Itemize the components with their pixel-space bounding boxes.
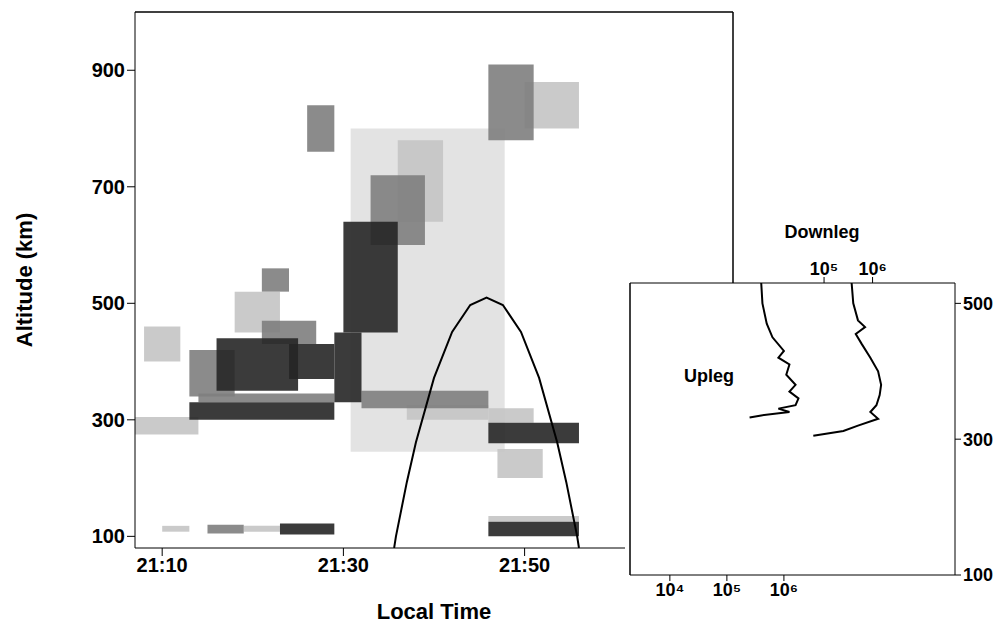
svg-text:21:30: 21:30	[318, 554, 369, 576]
svg-text:10⁶: 10⁶	[858, 259, 886, 279]
svg-text:300: 300	[92, 409, 125, 431]
svg-text:700: 700	[92, 176, 125, 198]
svg-text:21:50: 21:50	[499, 554, 550, 576]
svg-text:900: 900	[92, 59, 125, 81]
svg-text:300: 300	[963, 430, 993, 450]
html-text:Upleg: Upleg	[684, 366, 734, 386]
svg-text:10⁵: 10⁵	[810, 259, 838, 279]
svg-text:10⁶: 10⁶	[770, 580, 798, 600]
html-text:Local Time: Local Time	[376, 599, 492, 624]
svg-text:10⁵: 10⁵	[713, 580, 741, 600]
svg-text:500: 500	[92, 292, 125, 314]
svg-text:21:10: 21:10	[137, 554, 188, 576]
html-text:Downleg: Downleg	[784, 221, 860, 242]
svg-text:500: 500	[963, 294, 993, 314]
html-text:Altitude (km): Altitude (km)	[12, 212, 37, 348]
svg-text:10⁴: 10⁴	[655, 580, 684, 600]
svg-text:100: 100	[963, 565, 993, 585]
svg-text:100: 100	[92, 525, 125, 547]
